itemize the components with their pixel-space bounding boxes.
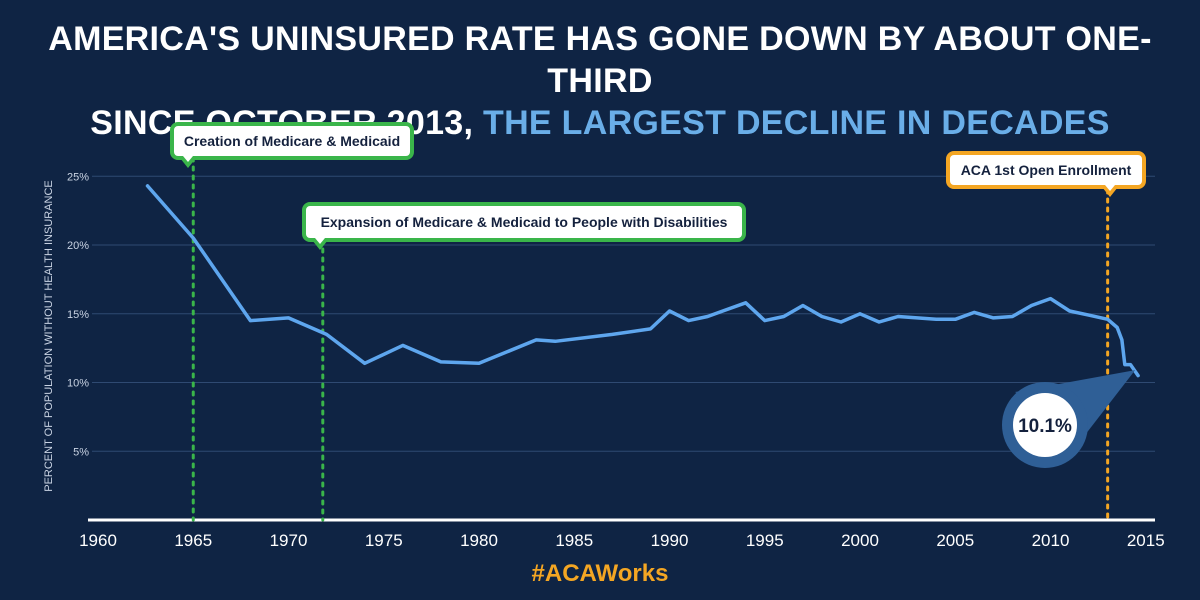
event-label: Creation of Medicare & Medicaid <box>184 133 400 149</box>
y-tick-label: 15% <box>67 309 89 321</box>
event-box <box>170 122 414 160</box>
title-line-1: AMERICA'S UNINSURED RATE HAS GONE DOWN B… <box>48 20 1152 100</box>
hashtag: #ACAWorks <box>531 560 669 587</box>
callout-value: 10.1% <box>1018 416 1072 437</box>
event-label: ACA 1st Open Enrollment <box>961 162 1132 178</box>
event-pointer-inner <box>183 156 193 162</box>
x-tick-label: 1965 <box>174 531 212 550</box>
y-tick-label: 25% <box>67 171 89 183</box>
x-tick-label: 1980 <box>460 531 498 550</box>
x-tick-label: 2010 <box>1032 531 1070 550</box>
uninsured-rate-line <box>145 184 1140 378</box>
x-tick-label: 1975 <box>365 531 403 550</box>
y-tick-label: 10% <box>67 378 89 390</box>
chart-title: AMERICA'S UNINSURED RATE HAS GONE DOWN B… <box>0 18 1200 144</box>
x-tick-label: 2005 <box>936 531 974 550</box>
event-annotation: Creation of Medicare & Medicaid <box>170 122 414 168</box>
event-pointer <box>1102 187 1118 197</box>
event-box <box>946 151 1146 189</box>
event-annotation: Expansion of Medicare & Medicaid to Peop… <box>302 202 746 250</box>
y-tick-label: 20% <box>67 240 89 252</box>
title-line-2-accent: THE LARGEST DECLINE IN DECADES <box>483 104 1110 142</box>
event-box <box>302 202 746 242</box>
x-tick-label: 2015 <box>1127 531 1165 550</box>
x-tick-label: 2000 <box>841 531 879 550</box>
x-tick-label: 1960 <box>79 531 117 550</box>
event-pointer <box>312 240 328 250</box>
event-pointer-inner <box>315 238 325 244</box>
y-axis-label: PERCENT OF POPULATION WITHOUT HEALTH INS… <box>43 180 55 492</box>
event-label: Expansion of Medicare & Medicaid to Peop… <box>321 214 728 230</box>
event-annotation: ACA 1st Open Enrollment <box>946 151 1146 197</box>
x-tick-label: 1995 <box>746 531 784 550</box>
event-pointer-inner <box>1105 185 1115 191</box>
x-tick-label: 1970 <box>270 531 308 550</box>
y-tick-label: 5% <box>73 446 89 458</box>
event-pointer <box>180 158 196 168</box>
value-callout: 10.1% <box>1002 370 1136 468</box>
x-tick-label: 1990 <box>651 531 689 550</box>
callout-inner <box>1013 393 1077 457</box>
x-tick-label: 1985 <box>555 531 593 550</box>
